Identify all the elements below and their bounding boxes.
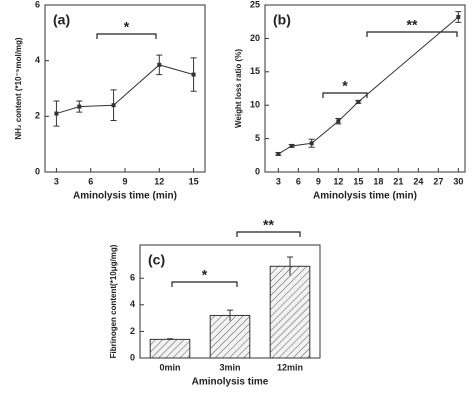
x-tick-label: 15 [353,176,363,186]
x-tick-label: 12 [333,176,343,186]
point [111,103,116,108]
bar [269,265,311,359]
x-axis-title: Aminolysis time (min) [73,191,177,202]
significance-label: * [124,19,130,35]
point [289,143,294,148]
y-axis-title: Weight loss ratio (%) [234,49,243,128]
y-tick-label: 0 [35,166,40,176]
point [336,119,341,124]
y-tick-label: 20 [250,33,260,43]
y-tick-label: 10 [250,100,260,110]
x-tick-label: 9 [122,176,127,186]
x-tick-label: 24 [413,176,423,186]
panel-label: (a) [53,12,70,28]
x-tick-label: 6 [88,176,93,186]
y-tick-label: 0 [130,352,135,362]
y-tick-label: 2 [130,326,135,336]
point [191,72,196,77]
bar [149,338,191,359]
plot-frame [264,4,466,173]
bar [209,314,251,359]
point [77,104,82,109]
error-bar [167,338,173,341]
significance-bracket [322,92,368,98]
significance-label: ** [263,217,274,233]
y-axis-title: Fibrinogen content(*10μg/mg) [109,244,118,358]
y-tick-label: 15 [250,66,260,76]
x-axis-title: Aminolysis time (min) [313,191,417,202]
panel-label: (c) [148,252,165,268]
significance-label: * [342,78,348,94]
x-tick-label: 30 [453,176,463,186]
y-tick-label: 5 [255,133,260,143]
point [309,141,314,146]
y-tick-label: 4 [35,55,40,65]
significance-label: ** [407,17,418,33]
x-tick-label: 3 [54,176,59,186]
x-tick-label: 9 [316,176,321,186]
error-bar [287,256,293,276]
point [54,111,59,116]
x-tick-label: 27 [433,176,443,186]
significance-bracket [236,231,301,237]
y-tick-label: 0 [255,166,260,176]
y-tick-label: 2 [35,111,40,121]
y-tick-label: 25 [250,0,260,9]
point [157,62,162,67]
x-tick-label: 3 [276,176,281,186]
y-tick-label: 6 [35,0,40,9]
x-tick-label: 12min [277,362,303,372]
significance-bracket [96,33,157,39]
significance-bracket [366,31,458,37]
x-tick-label: 18 [373,176,383,186]
y-axis-title: NH₂ content (*10⁻⁵mol/mg) [14,37,23,140]
panel-label: (b) [273,12,291,28]
y-tick-label: 4 [130,299,135,309]
x-axis-title: Aminolysis time [192,377,269,388]
error-bar [227,309,233,321]
line [56,64,194,115]
point [276,151,281,156]
x-tick-label: 12 [154,176,164,186]
x-tick-label: 21 [393,176,403,186]
x-tick-label: 15 [189,176,199,186]
significance-bracket [171,281,238,287]
point [456,15,461,20]
y-tick-label: 6 [130,273,135,283]
x-tick-label: 6 [296,176,301,186]
significance-label: * [202,267,208,283]
point [356,99,361,104]
line [278,16,459,155]
x-tick-label: 0min [159,362,180,372]
x-tick-label: 3min [219,362,240,372]
